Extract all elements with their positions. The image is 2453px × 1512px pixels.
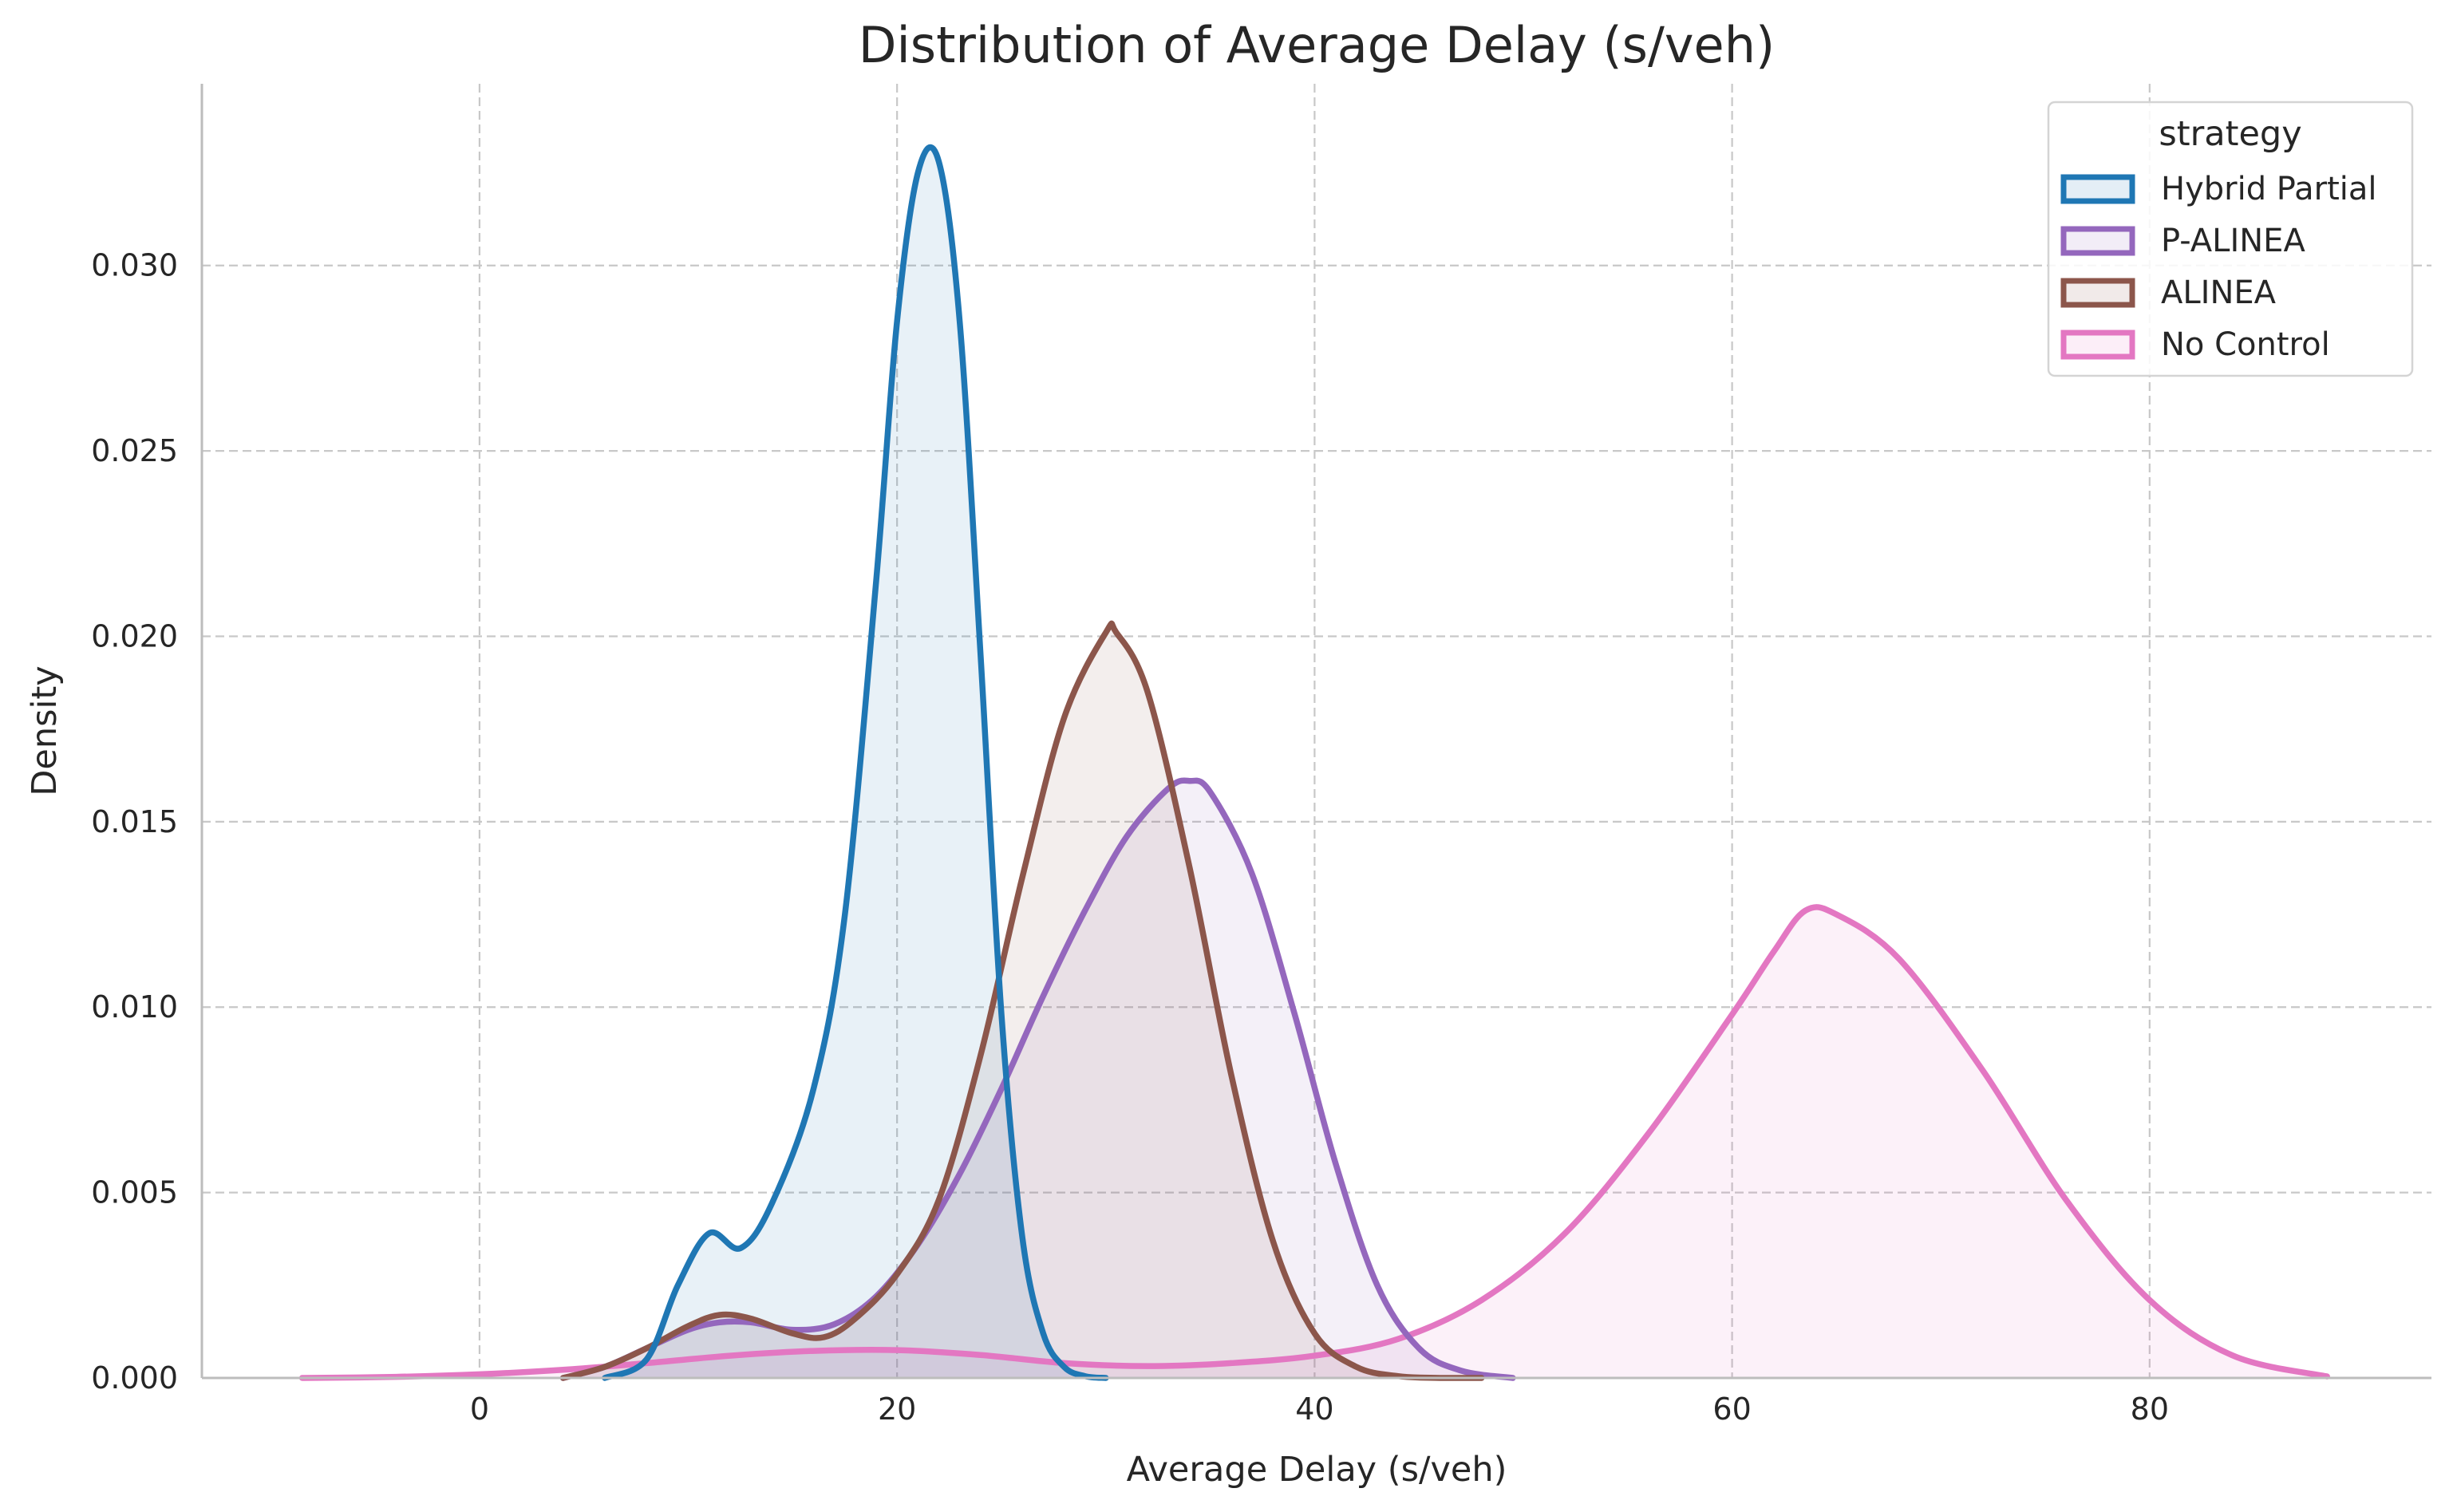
y-tick-label: 0.005 (91, 1175, 178, 1210)
area-p-alinea (563, 780, 1513, 1378)
legend-title: strategy (2159, 114, 2301, 154)
area-no-control (302, 906, 2328, 1378)
x-tick-label: 0 (470, 1392, 489, 1427)
grid (202, 84, 2431, 1378)
legend-swatch-alinea (2060, 278, 2135, 308)
legend-box (2047, 101, 2414, 377)
legend-items: Hybrid Partial P-ALINEA ALINEA No Control (2060, 171, 2377, 363)
legend: strategy Hybrid Partial P-ALINEA ALINEA No … (2047, 101, 2414, 377)
legend-swatch-p-alinea (2060, 226, 2135, 256)
density-lines (298, 144, 2330, 1381)
y-tick-label: 0.020 (91, 618, 178, 653)
chart-title: Distribution of Average Delay (s/veh) (859, 16, 1775, 74)
legend-label-alinea: ALINEA (2161, 274, 2277, 311)
x-tick-label: 80 (2131, 1392, 2169, 1427)
y-tick-labels: 0.000 0.005 0.010 0.015 0.020 0.025 0.030 (91, 248, 178, 1396)
area-alinea (563, 623, 1482, 1378)
x-tick-label: 20 (878, 1392, 916, 1427)
y-tick-label: 0.025 (91, 433, 178, 468)
x-axis-label: Average Delay (s/veh) (1127, 1450, 1507, 1490)
density-areas (302, 147, 2328, 1378)
y-tick-label: 0.015 (91, 804, 178, 839)
x-tick-label: 60 (1712, 1392, 1751, 1427)
line-p-alinea (559, 777, 1516, 1381)
legend-swatch-hybrid-partial (2060, 174, 2135, 204)
line-no-control (298, 904, 2330, 1381)
line-alinea (559, 620, 1485, 1381)
y-tick-label: 0.030 (91, 248, 178, 283)
y-tick-label: 0.000 (91, 1360, 178, 1396)
line-hybrid-partial (602, 144, 1109, 1381)
y-axis-label: Density (25, 665, 65, 795)
legend-label-p-alinea: P-ALINEA (2161, 223, 2305, 259)
legend-label-hybrid-partial: Hybrid Partial (2161, 171, 2377, 207)
x-tick-label: 40 (1295, 1392, 1333, 1427)
y-tick-label: 0.010 (91, 989, 178, 1024)
x-tick-labels: 0 20 40 60 80 (470, 1392, 2169, 1427)
legend-label-no-control: No Control (2161, 326, 2330, 363)
legend-swatch-no-control (2060, 330, 2135, 360)
area-hybrid-partial (604, 147, 1106, 1378)
